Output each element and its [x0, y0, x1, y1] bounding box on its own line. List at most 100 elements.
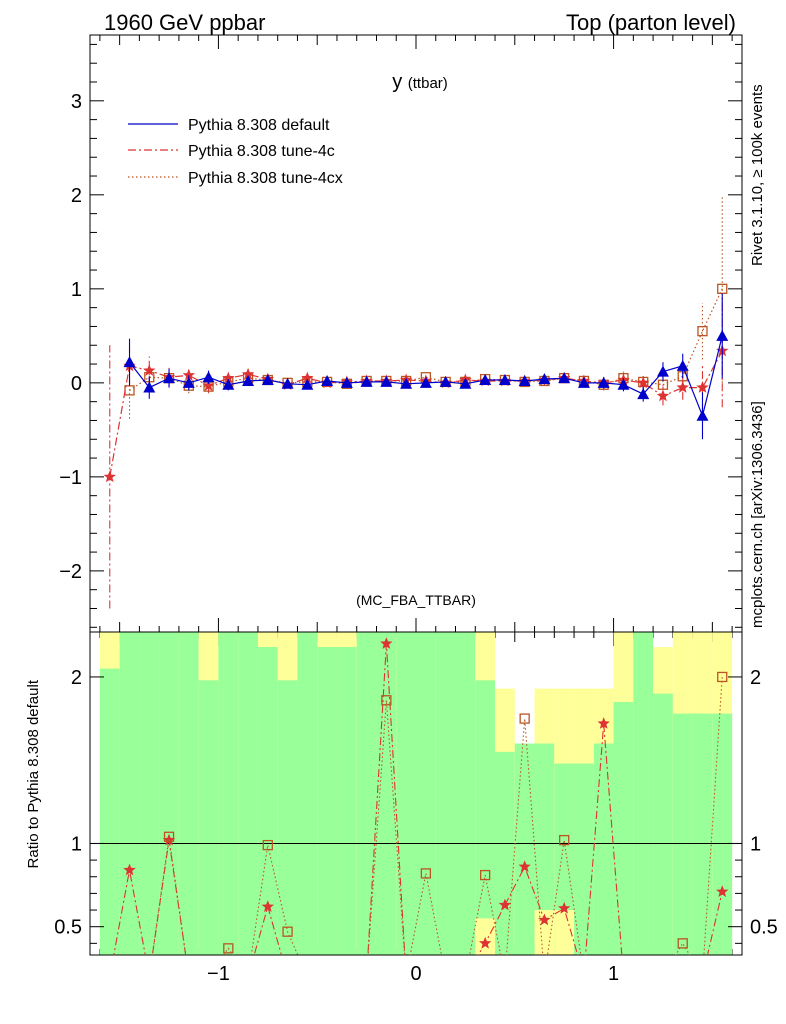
data-point: [518, 374, 531, 386]
band-inner: [613, 701, 634, 955]
ratio-series-0: [113, 637, 729, 955]
data-point: [717, 283, 728, 294]
band-inner: [633, 632, 654, 955]
band-inner: [119, 632, 140, 955]
mcplots-label: mcplots.cern.ch [arXiv:1306.3436]: [749, 401, 766, 628]
data-point: [123, 863, 136, 876]
band-inner: [139, 632, 160, 955]
series-0: [123, 293, 729, 440]
data-point: [677, 938, 688, 949]
header-left: 1960 GeV ppbar: [104, 10, 265, 35]
ratio-line: [113, 643, 723, 955]
data-point: [617, 378, 630, 390]
x-tick-label: −1: [207, 963, 230, 985]
ratio-frame: [89, 631, 743, 956]
y-tick-label: 0: [71, 373, 82, 395]
legend-label-default: Pythia 8.308 default: [188, 117, 330, 134]
band-inner: [297, 632, 318, 955]
data-point: [103, 470, 116, 483]
band-lower-yellow: [534, 910, 555, 955]
band-inner: [376, 632, 397, 955]
data-point: [419, 376, 432, 388]
rivet-label: Rivet 3.1.10, ≥ 100k events: [749, 84, 766, 266]
data-point: [577, 376, 590, 388]
band-inner: [534, 743, 555, 955]
band-inner: [495, 751, 515, 955]
band-inner: [257, 646, 278, 955]
main-title-var: y: [392, 71, 402, 93]
data-point: [696, 409, 709, 421]
band-inner: [692, 713, 713, 955]
data-point: [222, 378, 235, 390]
band-inner: [653, 693, 673, 955]
main-y-ticks: [90, 43, 742, 628]
data-point: [558, 901, 571, 914]
band-inner: [356, 632, 377, 955]
band-inner: [198, 680, 219, 955]
main-title-sub: (ttbar): [408, 75, 448, 92]
legend-item-tune4c: Pythia 8.308 tune-4c: [128, 143, 335, 160]
data-point: [182, 368, 195, 381]
data-point: [261, 900, 274, 912]
y-tick-label: 2: [71, 185, 82, 207]
ratio-y-tick-label: 2: [71, 667, 82, 689]
y-tick-label: 1: [71, 279, 82, 301]
data-point: [282, 926, 293, 937]
data-point: [637, 376, 650, 389]
band-inner: [317, 646, 337, 955]
data-point: [381, 695, 392, 706]
data-point: [222, 371, 235, 384]
data-point: [538, 373, 551, 385]
ratio-series-1: [151, 671, 728, 955]
data-point: [143, 364, 156, 376]
ratio-ylabel: Ratio to Pythia 8.308 default: [25, 679, 42, 868]
data-point: [519, 713, 530, 724]
data-point: [597, 717, 610, 729]
data-point: [143, 381, 156, 393]
data-point: [717, 671, 728, 683]
ratio-y-tick-label: 1: [71, 833, 82, 855]
data-point: [498, 374, 511, 386]
legend-label-tune4cx: Pythia 8.308 tune-4cx: [188, 170, 343, 187]
data-point: [559, 834, 570, 846]
data-point: [479, 374, 492, 386]
series-1: [103, 294, 729, 609]
data-point: [656, 389, 670, 402]
y-tick-label: 3: [71, 91, 82, 113]
data-point: [498, 898, 512, 911]
data-point: [340, 376, 353, 388]
watermark: (MC_FBA_TTBAR): [356, 592, 476, 608]
data-point: [597, 376, 610, 388]
band-lower-yellow: [554, 910, 575, 955]
legend-label-tune4c: Pythia 8.308 tune-4c: [188, 143, 335, 160]
y-tick-label: −2: [59, 561, 82, 583]
ratio-y-tick-label: 0.5: [54, 917, 82, 939]
data-point: [241, 367, 255, 380]
band-inner: [218, 632, 239, 955]
data-point: [162, 833, 176, 846]
data-point: [182, 376, 195, 388]
band-inner: [238, 632, 258, 955]
band-inner: [514, 743, 535, 955]
band-lower-yellow: [475, 918, 496, 955]
band-inner: [435, 632, 456, 955]
data-point: [676, 381, 689, 393]
data-point: [676, 359, 689, 371]
data-point: [420, 868, 432, 879]
data-point: [262, 839, 273, 851]
data-point: [479, 936, 492, 949]
band-inner: [99, 668, 120, 955]
band-inner: [475, 680, 496, 955]
data-point: [716, 885, 729, 897]
band-inner: [178, 632, 199, 955]
data-point: [538, 913, 551, 926]
band-inner: [455, 632, 476, 955]
data-point: [637, 388, 650, 400]
band-inner: [416, 632, 436, 955]
ratio-panel: −1 0 1 0.5 0.5 1 1 2 2 Ratio to Pythia 8.308 def…: [25, 631, 778, 985]
y-tick-label: −1: [59, 467, 82, 489]
band-inner: [336, 646, 357, 955]
band-inner: [672, 713, 693, 955]
data-point: [380, 637, 393, 649]
data-point: [321, 374, 334, 386]
